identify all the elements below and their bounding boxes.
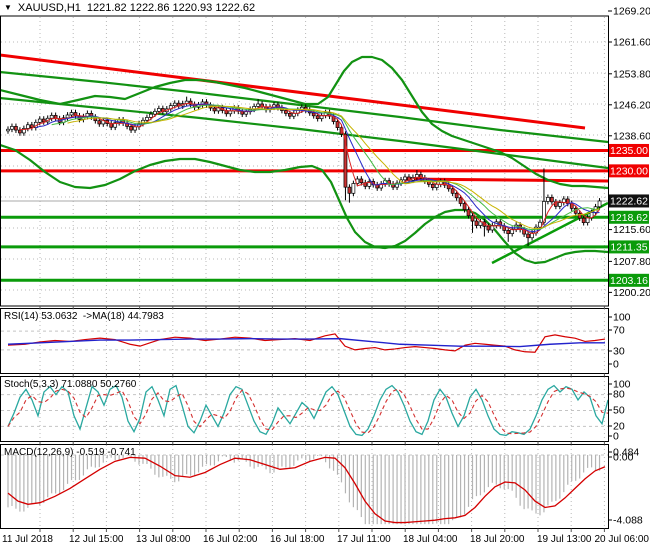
rsi-ma-line [7,337,605,348]
stoch-label: Stoch(5,3,3) 71.0880 50.2760 [4,379,137,390]
rsi-line [7,333,606,353]
price-axis-label: 1269.20 [613,6,650,18]
svg-text:1235.00: 1235.00 [610,145,648,157]
rsi-scale-label: 30 [613,346,625,358]
macd-panel[interactable] [0,444,609,529]
stoch-k-line [7,384,608,437]
price-axis-label: 1253.80 [613,68,650,80]
main-plot[interactable] [0,11,608,291]
rsi-scale-label: 70 [613,325,625,337]
time-axis-label: 17 Jul 11:00 [337,534,391,545]
rsi-panel[interactable] [0,308,609,374]
symbol-timeframe: XAUUSD,H1 [17,2,81,14]
current-price-badge [609,194,649,208]
ma-line [67,105,600,230]
time-axis-label: 11 Jul 2018 [2,534,53,545]
price-axis-label: 1238.60 [613,130,650,142]
time-axis-label: 18 Jul 04:00 [403,534,458,545]
svg-text:1230.00: 1230.00 [610,165,648,177]
time-axis-label: 20 Jul 06:00 [595,534,650,545]
stoch-scale-label: 50 [613,405,625,417]
main-chart-panel[interactable] [0,15,609,307]
stoch-panel[interactable] [0,376,609,442]
price-axis-label: 1215.60 [613,224,650,236]
stoch-plot[interactable] [1,384,608,437]
rsi-plot[interactable] [1,330,608,353]
rsi-label: RSI(14) 53.0632 ->MA(18) 44.7983 [4,311,164,322]
price-axis-label: 1261.60 [613,36,650,48]
macd-scale-label: -4.088 [613,515,643,527]
rsi-scale-label: 100 [613,312,631,324]
grid-vertical [39,17,605,305]
green-level-badge [609,273,649,287]
red-level-badge [609,143,649,157]
macd-plot[interactable] [1,454,608,525]
bb-upper [1,55,608,190]
red-secondary-line [404,177,608,183]
red-trendline [1,53,586,130]
ma-line [51,104,600,231]
bb-lower [1,144,608,265]
ma-green-mid [1,96,608,170]
macd-scale-label: 0.484 [613,447,639,459]
red-level-badge [609,164,649,178]
time-axis-label: 12 Jul 15:00 [69,534,124,545]
time-axis-label: 19 Jul 13:00 [537,534,592,545]
macd-label: MACD(12,26,9) -0.519 -0.741 [4,447,136,458]
svg-text:1218.62: 1218.62 [610,212,648,224]
price-axis[interactable]: 1269.20 1261.60 1253.80 1246.20 1238.60 1215.… [608,6,650,527]
macd-scale-label: 0.00 [613,452,634,464]
green-level-badge [609,240,649,254]
macd-signal-line [7,456,606,524]
svg-text:1222.62: 1222.62 [610,195,648,207]
stoch-scale-label: 100 [613,379,631,391]
stoch-scale-label: 0 [613,431,619,443]
rsi-scale-label: 0 [613,359,619,371]
svg-text:1211.35: 1211.35 [610,241,647,253]
time-axis[interactable]: 11 Jul 2018 12 Jul 15:00 13 Jul 08:00 16 Ju… [2,534,649,545]
stoch-scale-label: 80 [613,389,625,401]
symbol-dropdown-icon[interactable]: ▼ [4,3,12,12]
time-axis-label: 18 Jul 20:00 [470,534,525,545]
time-axis-label: 16 Jul 18:00 [270,534,325,545]
price-axis-label: 1200.20 [613,287,650,299]
green-level-badge [609,210,649,224]
time-axis-label: 13 Jul 08:00 [136,534,191,545]
ma-line [35,103,600,233]
ohlc-readout: 1221.82 1222.86 1220.93 1222.62 [86,2,256,14]
price-axis-label: 1246.20 [613,99,650,111]
price-axis-label: 1207.80 [613,256,650,268]
chart-header: ▼ XAUUSD,H1 1221.82 1222.86 1220.93 1222… [0,0,650,16]
stoch-d-line [7,387,608,435]
svg-text:1203.16: 1203.16 [610,275,648,287]
time-axis-label: 16 Jul 02:00 [203,534,258,545]
stoch-scale-label: 20 [613,421,625,433]
ma-green-slow [1,70,608,144]
